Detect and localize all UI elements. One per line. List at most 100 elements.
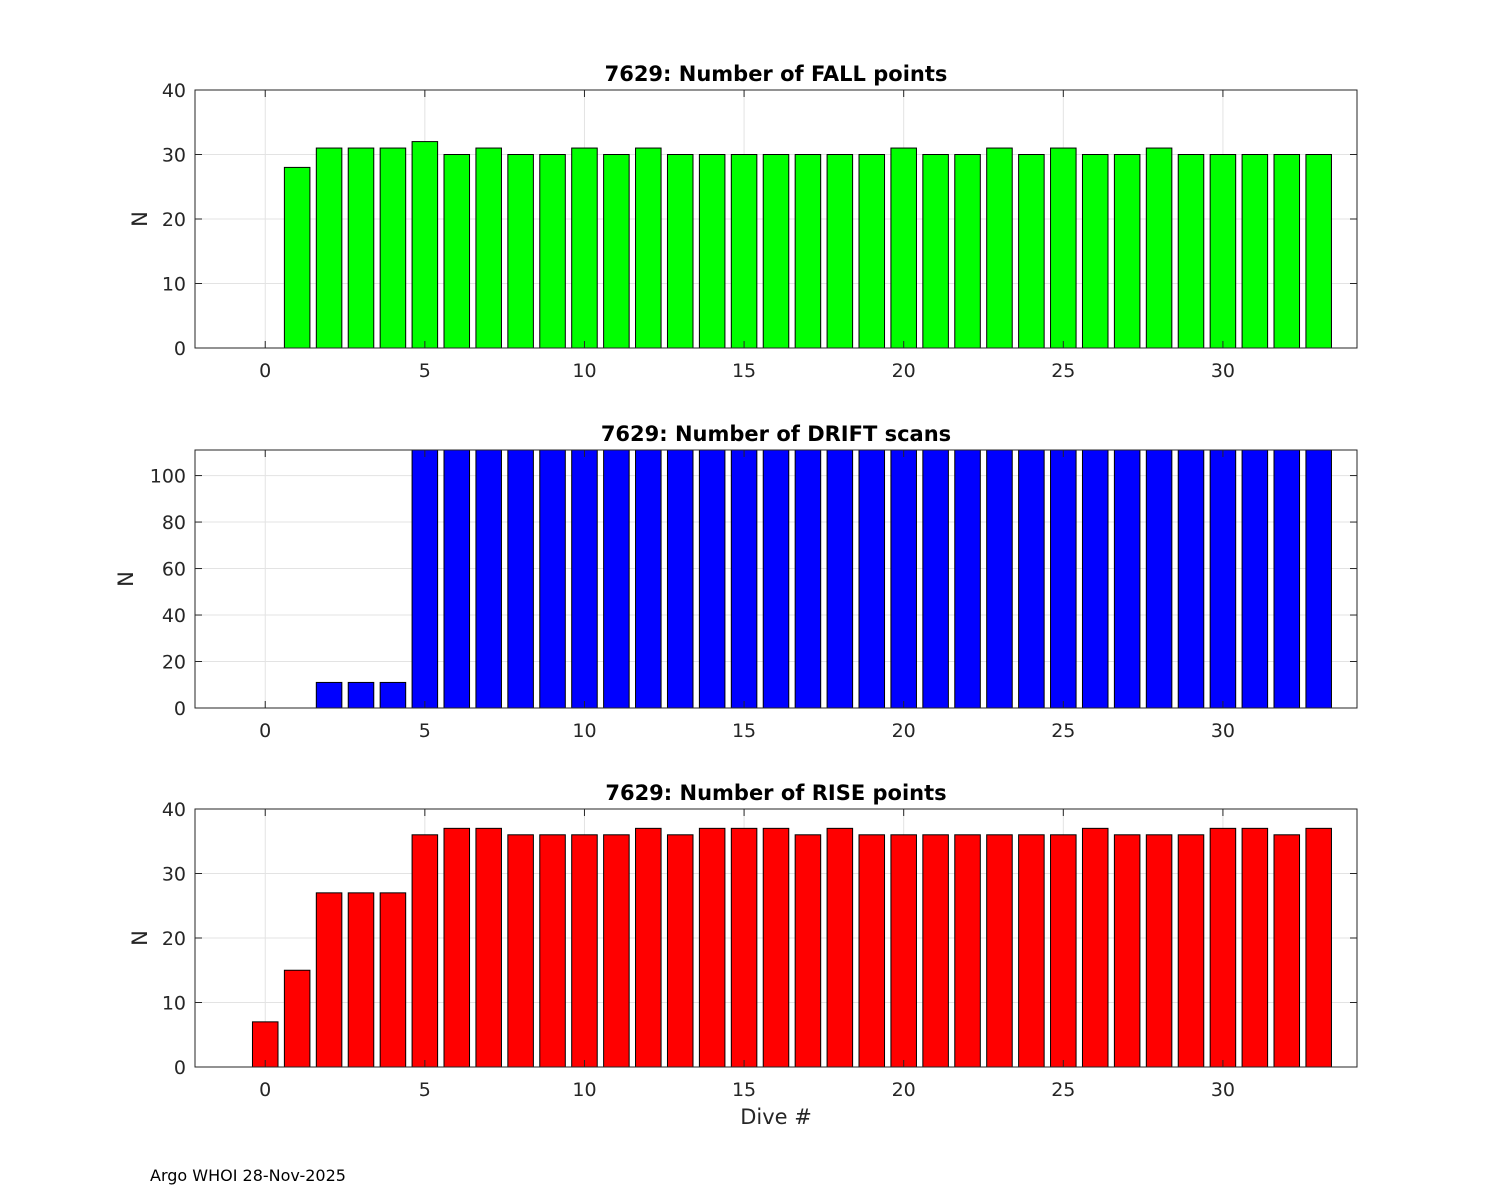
- bar: [1050, 834, 1077, 1068]
- bar: [954, 834, 981, 1068]
- chart-title: 7629: Number of DRIFT scans: [601, 422, 951, 446]
- y-axis-label: N: [114, 571, 138, 587]
- bar: [858, 154, 886, 349]
- bar: [443, 827, 471, 1068]
- bar: [1081, 449, 1109, 709]
- y-tick-label: 0: [174, 698, 186, 720]
- bar: [1273, 449, 1301, 709]
- x-tick-label: 30: [1211, 720, 1235, 742]
- x-tick-label: 15: [732, 360, 756, 382]
- x-tick-label: 30: [1211, 360, 1235, 382]
- bar: [1241, 449, 1269, 709]
- bar: [443, 449, 471, 709]
- bar: [379, 892, 407, 1068]
- bar: [1018, 834, 1045, 1068]
- bar: [443, 154, 471, 349]
- bar: [666, 154, 694, 349]
- y-tick-label: 40: [162, 799, 186, 821]
- bar: [571, 449, 598, 709]
- bar: [1081, 827, 1109, 1068]
- bar: [603, 154, 630, 349]
- bar: [1273, 154, 1301, 349]
- bar: [1018, 449, 1045, 709]
- bar: [411, 449, 439, 709]
- bar: [411, 141, 439, 349]
- bar: [1050, 449, 1077, 709]
- bar: [347, 892, 375, 1068]
- bar: [890, 834, 917, 1068]
- bar: [1241, 827, 1269, 1068]
- x-tick-label: 25: [1051, 360, 1075, 382]
- bar: [571, 834, 598, 1068]
- bar: [315, 892, 343, 1068]
- bar: [1305, 827, 1332, 1068]
- bar: [762, 827, 790, 1068]
- x-tick-label: 10: [572, 1079, 596, 1101]
- x-tick-label: 0: [259, 1079, 271, 1101]
- bar: [698, 449, 726, 709]
- x-tick-label: 25: [1051, 720, 1075, 742]
- y-tick-label: 80: [162, 512, 186, 534]
- bar: [1113, 154, 1141, 349]
- bar: [1177, 449, 1205, 709]
- x-tick-label: 20: [892, 720, 916, 742]
- x-tick-label: 25: [1051, 1079, 1075, 1101]
- bar: [986, 147, 1013, 349]
- y-tick-label: 40: [162, 605, 186, 627]
- bar: [379, 681, 407, 709]
- chart-title: 7629: Number of RISE points: [605, 781, 946, 805]
- y-tick-label: 40: [162, 80, 186, 102]
- bar: [283, 166, 311, 349]
- bar: [475, 147, 502, 349]
- y-tick-label: 0: [174, 1057, 186, 1079]
- x-tick-label: 5: [419, 360, 431, 382]
- x-tick-label: 10: [572, 360, 596, 382]
- y-tick-label: 20: [162, 928, 186, 950]
- bar: [890, 449, 917, 709]
- bar: [571, 147, 598, 349]
- y-tick-label: 10: [162, 993, 186, 1015]
- bar: [1018, 154, 1045, 349]
- bar: [1241, 154, 1269, 349]
- bar: [1177, 834, 1205, 1068]
- chart-panel-2: 0 5 10 15 20 25 30 0 20 40 60 80 100 7629: Number of …: [114, 422, 1358, 742]
- bar: [475, 827, 502, 1068]
- x-tick-label: 15: [732, 720, 756, 742]
- bar: [1145, 147, 1173, 349]
- bar: [794, 834, 822, 1068]
- bar: [539, 154, 566, 349]
- bar: [954, 449, 981, 709]
- x-tick-label: 5: [419, 1079, 431, 1101]
- y-axis-label: N: [128, 930, 152, 946]
- x-tick-label: 20: [892, 360, 916, 382]
- chart-panel-1: 0 5 10 15 20 25 30 0 10 20 30 40 7629: Number of FAL…: [128, 62, 1358, 382]
- bar: [730, 449, 758, 709]
- bar: [730, 827, 758, 1068]
- bar: [1305, 154, 1332, 349]
- x-axis-label: Dive #: [740, 1105, 812, 1129]
- bar: [826, 449, 854, 709]
- y-tick-label: 100: [150, 466, 186, 488]
- bar: [475, 449, 502, 709]
- y-axis-label: N: [128, 211, 152, 227]
- x-tick-label: 15: [732, 1079, 756, 1101]
- bar: [507, 834, 534, 1068]
- bar: [1113, 449, 1141, 709]
- bar: [1050, 147, 1077, 349]
- bar: [1209, 154, 1237, 349]
- bar: [666, 449, 694, 709]
- y-tick-label: 30: [162, 864, 186, 886]
- bar: [922, 154, 949, 349]
- chart-title: 7629: Number of FALL points: [605, 62, 948, 86]
- bar: [411, 834, 439, 1068]
- bar: [1273, 834, 1301, 1068]
- bar: [762, 154, 790, 349]
- bar: [283, 969, 311, 1068]
- bar: [635, 827, 662, 1068]
- x-tick-label: 10: [572, 720, 596, 742]
- bar: [507, 449, 534, 709]
- bar: [1081, 154, 1109, 349]
- x-tick-label: 30: [1211, 1079, 1235, 1101]
- y-tick-label: 10: [162, 274, 186, 296]
- bar: [635, 449, 662, 709]
